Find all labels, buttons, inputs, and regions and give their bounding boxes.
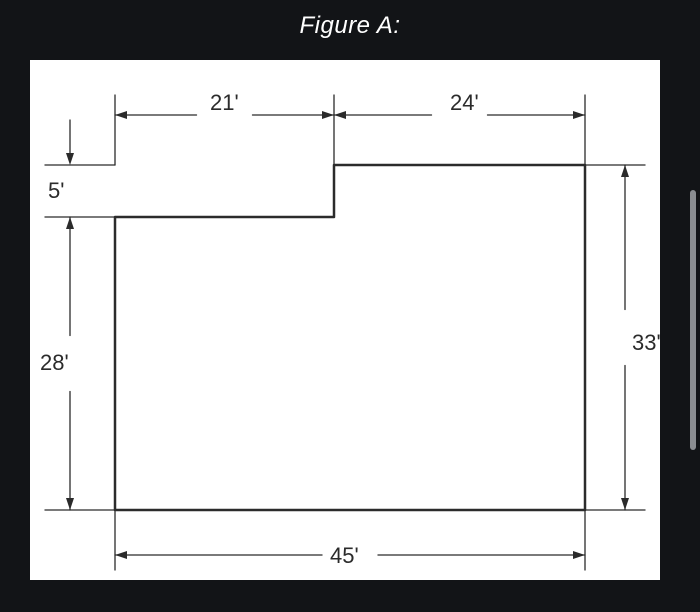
dimension-label-left-28: 28' [40, 350, 69, 375]
figure-title: Figure A: [0, 0, 700, 40]
diagram-svg: 21' 24' 5' 28' 33' 45' [30, 60, 660, 580]
dimension-label-top-left-21: 21' [210, 90, 239, 115]
vertical-scrollbar[interactable] [690, 190, 696, 450]
dimension-label-top-right-24: 24' [450, 90, 479, 115]
dimension-label-bottom-45: 45' [330, 543, 359, 568]
dimension-label-right-33: 33' [632, 330, 660, 355]
dimension-label-left-5: 5' [48, 178, 64, 203]
drawing-sheet: 21' 24' 5' 28' 33' 45' [30, 60, 660, 580]
floor-plan-outline [115, 165, 585, 510]
